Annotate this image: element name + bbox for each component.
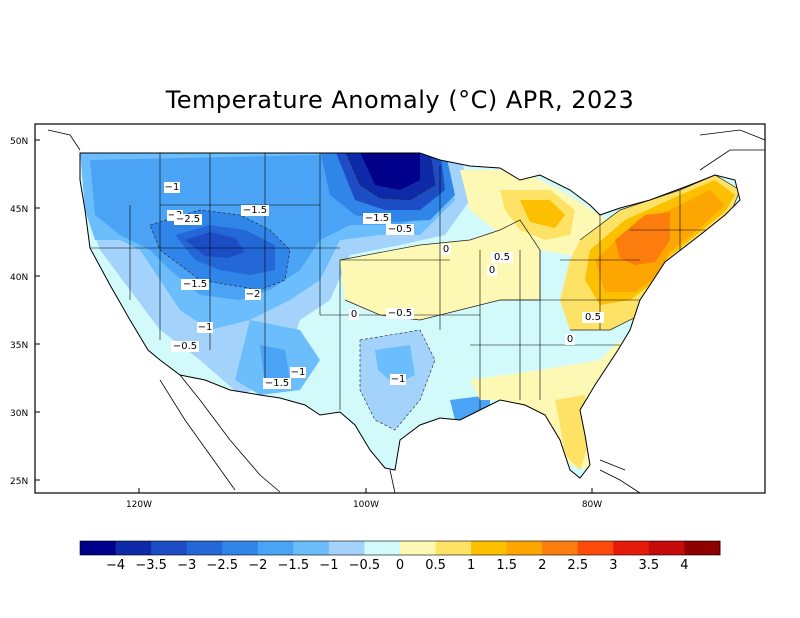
- colorbar-label: −4: [106, 558, 125, 573]
- contour-label: 0.5: [585, 312, 601, 323]
- contour-label-bg: [386, 308, 414, 319]
- contour-label-bg: [349, 309, 359, 320]
- colorbar-label: −0.5: [349, 558, 381, 573]
- colorbar-swatch: [115, 541, 152, 555]
- lat-label-40n: 40N: [10, 273, 28, 283]
- colorbar-label: 0.5: [425, 558, 446, 573]
- colorbar-label: 3: [609, 558, 617, 573]
- contour-label-bg: [263, 378, 291, 389]
- colorbar-swatch: [151, 541, 188, 555]
- lat-label-30n: 30N: [10, 409, 28, 419]
- contour-label-bg: [197, 322, 213, 333]
- colorbar-swatch: [328, 541, 365, 555]
- contour-label-bg: [290, 367, 306, 378]
- contour-label: −2: [246, 289, 261, 300]
- colorbar-label: −2: [248, 558, 267, 573]
- colorbar-swatches: [79, 540, 721, 556]
- colorbar-swatch: [506, 541, 543, 555]
- colorbar-swatch: [80, 541, 117, 555]
- lon-label-80w: 80W: [582, 500, 602, 510]
- contour-label: −2.5: [176, 214, 200, 225]
- contour-label: 0.5: [494, 252, 510, 263]
- contour-label: −1.5: [183, 279, 207, 290]
- colorbar-swatch: [684, 541, 721, 555]
- colorbar-swatch: [613, 541, 650, 555]
- colorbar-swatch: [364, 541, 401, 555]
- contour-label: 0: [489, 265, 495, 276]
- contour-label: −1: [198, 322, 213, 333]
- contour-lines: [149, 153, 436, 431]
- contour-label-bg: [245, 289, 261, 300]
- colorbar-border: [79, 540, 721, 556]
- colorbar-swatch: [435, 541, 472, 555]
- lat-label-25n: 25N: [10, 477, 28, 487]
- colorbar-label: 4: [680, 558, 688, 573]
- contour-label-bg: [241, 205, 269, 216]
- contour-label: −1.5: [265, 378, 289, 389]
- contour-label-bg: [565, 334, 575, 345]
- lat-label-35n: 35N: [10, 341, 28, 351]
- colorbar-label: 0: [396, 558, 404, 573]
- contour-label: 0: [351, 309, 357, 320]
- contour-label: −0.5: [388, 224, 412, 235]
- contour-label: 0: [567, 334, 573, 345]
- colorbar-swatch: [186, 541, 223, 555]
- colorbar-swatch: [293, 541, 330, 555]
- contour-label: −1: [391, 374, 406, 385]
- colorbar-labels: −4 −3.5 −3 −2.5 −2 −1.5 −1 −0.5 0 0.5 1 1.5 2 2.5 3 3.5…: [106, 558, 689, 573]
- colorbar-label: −3.5: [135, 558, 167, 573]
- colorbar-label: −1: [319, 558, 338, 573]
- us-outline: [79, 152, 741, 479]
- contour-label-bg: [386, 224, 414, 235]
- coastlines: [47, 129, 766, 494]
- contour-label-bg: [491, 252, 513, 263]
- lat-axis: [35, 139, 40, 481]
- contour-label-bg: [171, 341, 199, 352]
- contour-label: −0.5: [388, 308, 412, 319]
- colorbar-label: −1.5: [278, 558, 310, 573]
- colorbar-label: 2: [538, 558, 546, 573]
- colorbar-swatch: [542, 541, 579, 555]
- colorbar-label: 3.5: [639, 558, 660, 573]
- colorbar-label: 1: [467, 558, 475, 573]
- contour-label-bg: [582, 312, 604, 323]
- colorbar-swatch: [648, 541, 685, 555]
- contour-label: −1: [291, 367, 306, 378]
- contour-label-bg: [390, 374, 406, 385]
- contour-label-bg: [174, 214, 202, 225]
- map-title: Temperature Anomaly (°C) APR, 2023: [165, 86, 635, 114]
- lon-label-120w: 120W: [126, 500, 152, 510]
- contour-label: −1: [165, 182, 180, 193]
- contour-label-bg: [181, 279, 209, 290]
- colorbar-swatch: [577, 541, 614, 555]
- contour-label-bg: [487, 265, 497, 276]
- lat-label-50n: 50N: [10, 137, 28, 147]
- colorbar-label: −2.5: [206, 558, 238, 573]
- contour-label: 0: [443, 244, 449, 255]
- contour-label-bg: [164, 182, 180, 193]
- state-borders: [90, 153, 730, 420]
- colorbar-swatch: [400, 541, 437, 555]
- colorbar-label: 2.5: [567, 558, 588, 573]
- lon-label-100w: 100W: [353, 500, 379, 510]
- colorbar-swatch: [257, 541, 294, 555]
- colorbar-swatch: [222, 541, 259, 555]
- colorbar-label: 1.5: [496, 558, 517, 573]
- contour-label: −1.5: [243, 205, 267, 216]
- contour-label-bg: [363, 213, 391, 224]
- lon-axis: [138, 488, 593, 493]
- contour-label-bg: [441, 244, 451, 255]
- contour-label: −1.5: [365, 213, 389, 224]
- lat-label-45n: 45N: [10, 205, 28, 215]
- contour-labels: −1−2−2.5−1.5−1.5−0.5−1.5−2−1−0.500.500−0…: [164, 182, 604, 389]
- colorbar-label: −3: [177, 558, 196, 573]
- colorbar-swatch: [471, 541, 508, 555]
- contour-label: −0.5: [173, 341, 197, 352]
